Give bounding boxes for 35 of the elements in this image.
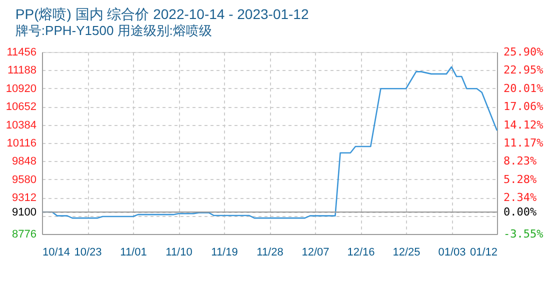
y-tick-label: 10116	[6, 138, 36, 150]
chart-title: PP(熔喷) 国内 综合价 2022-10-14 - 2023-01-12	[15, 6, 309, 22]
y2-tick-label: 5.28%	[504, 172, 537, 186]
x-tick-label: 01/12	[470, 246, 498, 258]
y-tick-label: 10920	[6, 82, 36, 95]
y2-tick-label: 8.23%	[504, 154, 537, 168]
chart-subtitle: 牌号:PPH-Y1500 用途级别:熔喷级	[15, 23, 212, 38]
y-tick-label: 9100	[12, 206, 36, 218]
y-tick-label: 11188	[8, 64, 36, 77]
x-tick-label: 11/01	[120, 246, 147, 258]
x-tick-label: 11/19	[211, 246, 238, 258]
y-tick-label: 8776	[12, 228, 36, 240]
x-tick-label: 01/03	[438, 246, 466, 258]
y2-tick-label: 0.00%	[504, 206, 537, 219]
x-tick-label: 10/14	[42, 246, 70, 258]
y2-tick-label: -3.55%	[504, 228, 544, 240]
y2-tick-label: 22.95%	[504, 64, 544, 77]
y2-tick-label: 17.06%	[504, 100, 544, 114]
x-tick-label: 11/10	[166, 246, 192, 258]
y2-tick-label: 20.01%	[504, 82, 544, 95]
y-tick-label: 10384	[6, 119, 36, 132]
y2-tick-label: 14.12%	[504, 118, 544, 132]
y-tick-label: 9848	[12, 156, 36, 168]
y-tick-label: 9312	[12, 192, 36, 204]
x-tick-label: 11/28	[256, 246, 284, 258]
y2-tick-label: 25.90%	[504, 46, 544, 58]
y-tick-label: 9580	[12, 174, 36, 186]
y-tick-label: 10652	[6, 101, 36, 114]
x-tick-label: 12/16	[347, 246, 375, 258]
y2-tick-label: 11.17%	[504, 136, 544, 150]
y-tick-label: 11456	[6, 46, 36, 58]
x-tick-label: 12/25	[392, 246, 420, 258]
y2-tick-label: 2.34%	[504, 191, 537, 204]
x-tick-label: 10/23	[74, 246, 102, 258]
x-tick-label: 12/07	[302, 246, 330, 258]
